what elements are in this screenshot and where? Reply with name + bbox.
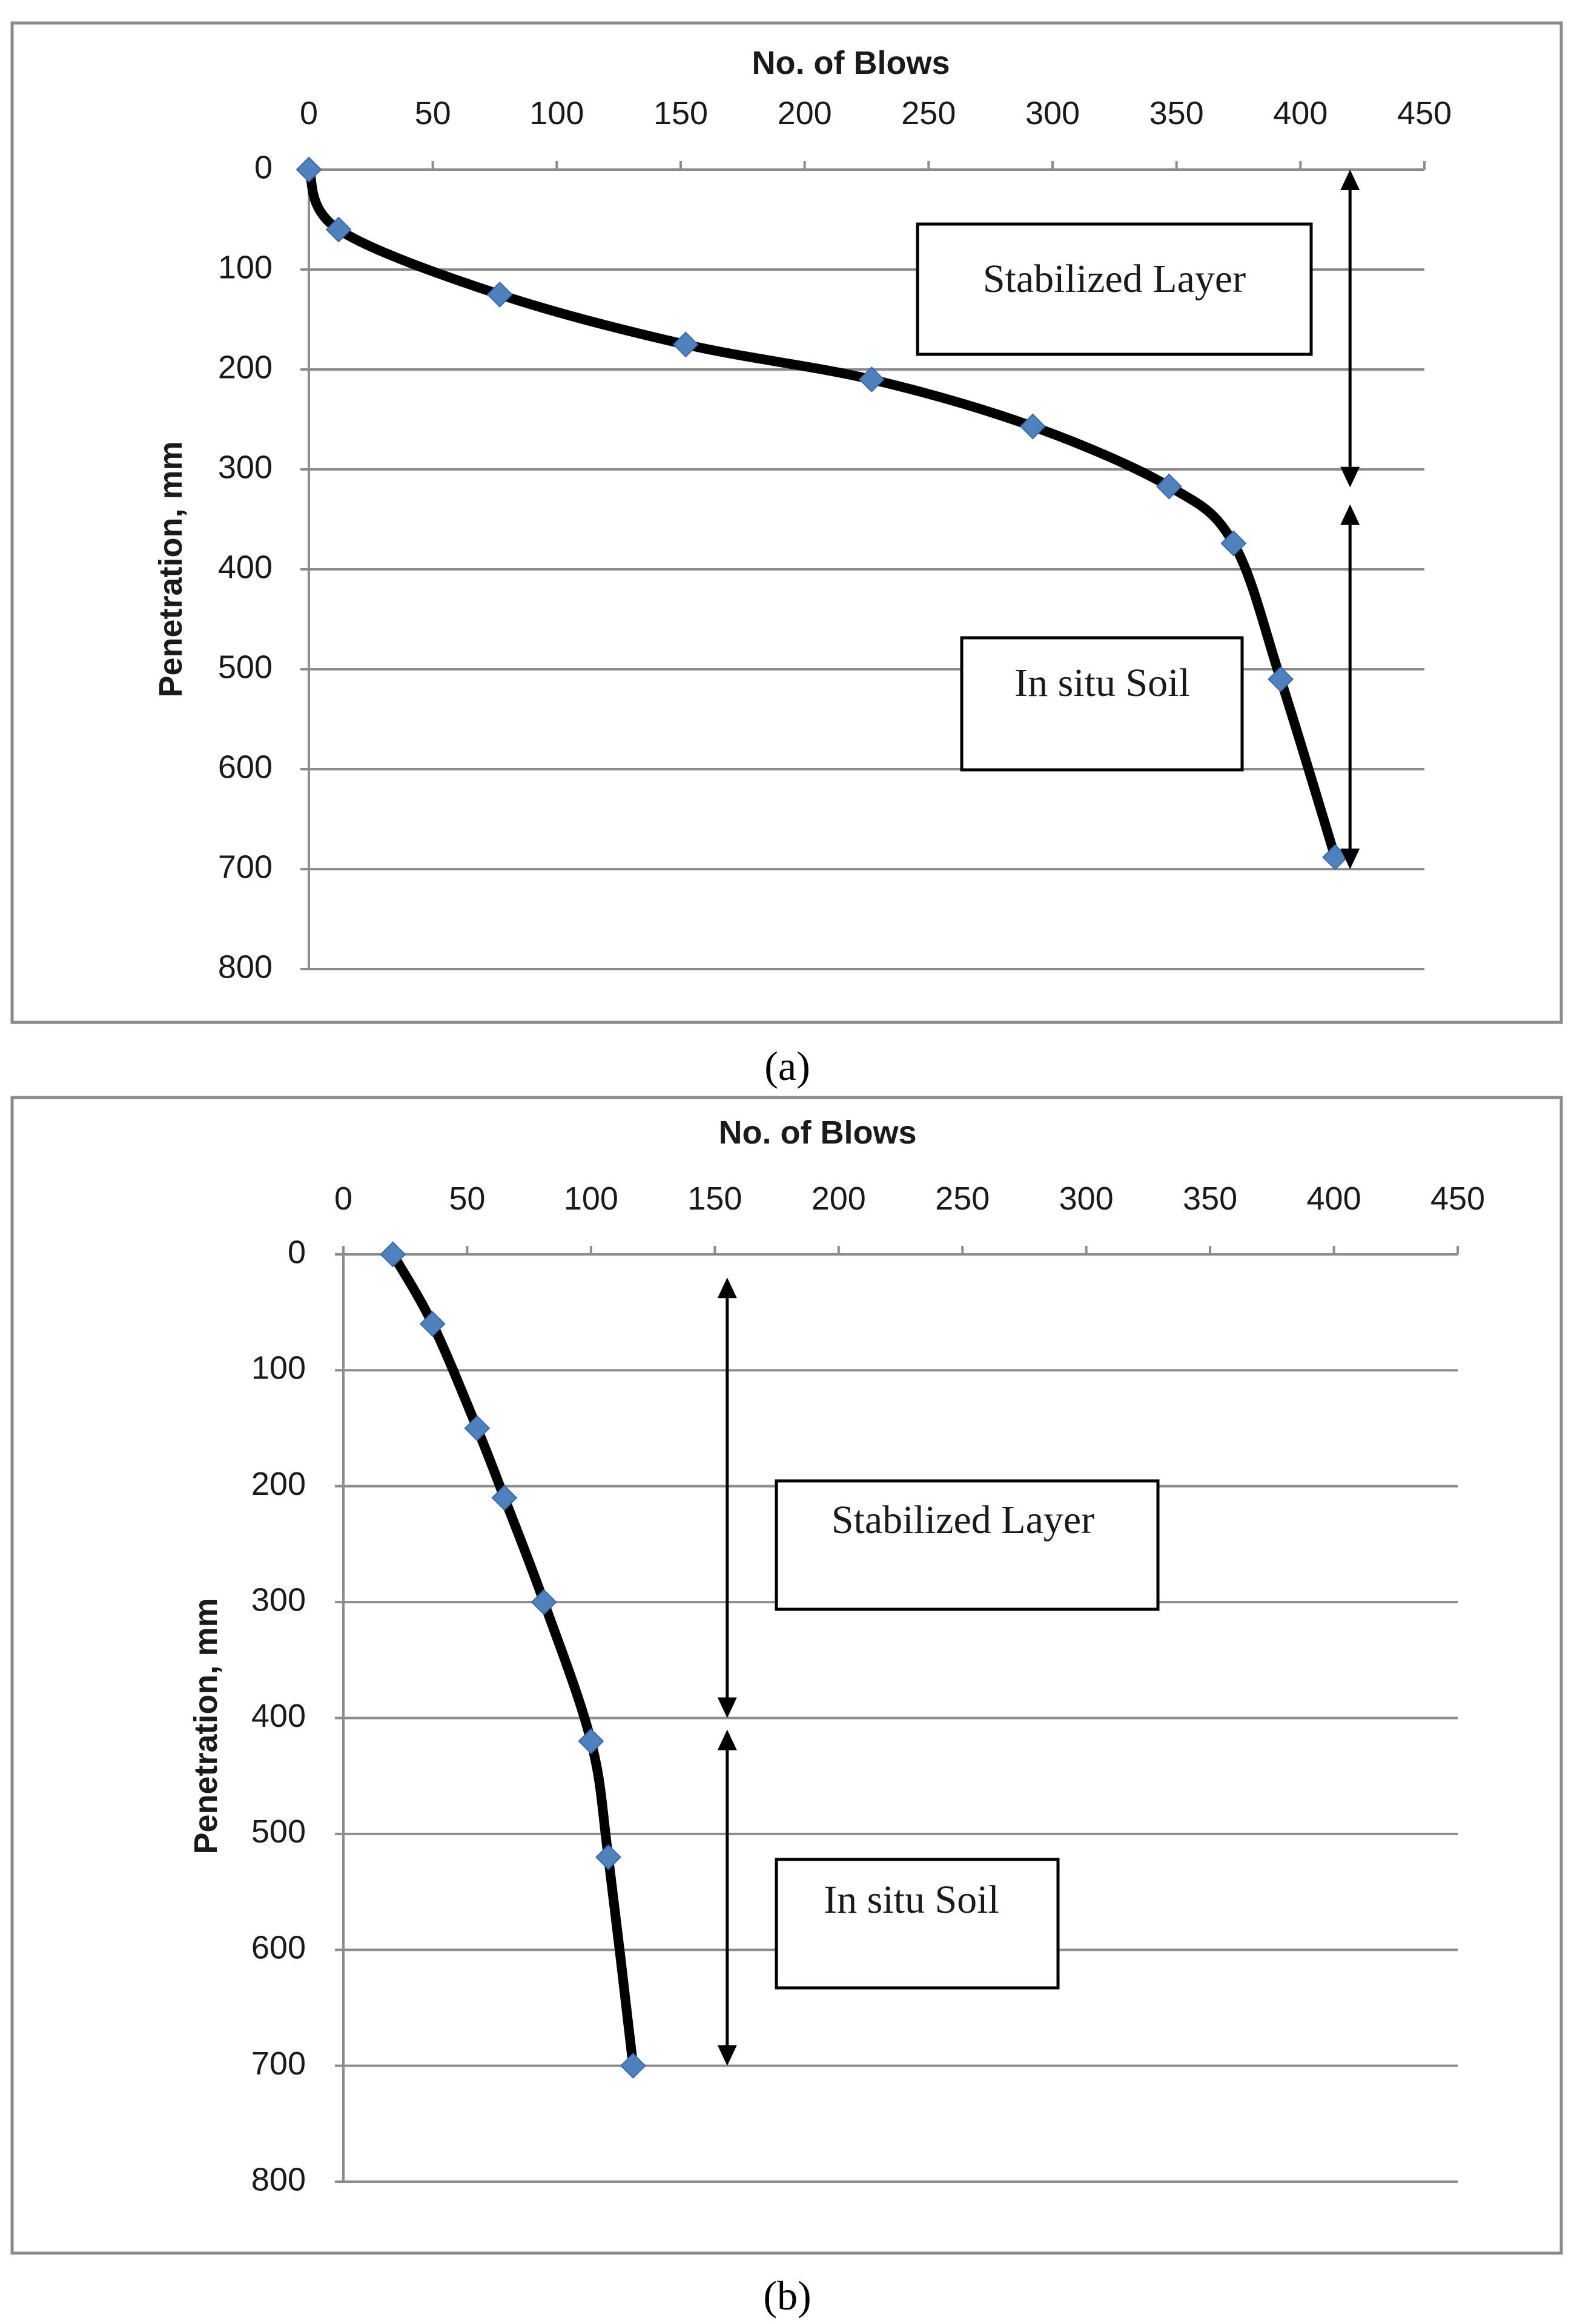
y-tick-label: 200 [251, 1466, 306, 1502]
axes-a [300, 161, 1426, 970]
annotation-box-stabilized-b [775, 1479, 1160, 1611]
x-tick-label: 250 [935, 1180, 990, 1217]
data-point-marker [464, 1415, 491, 1442]
annotation-box-insitu-a [960, 636, 1244, 772]
x-tick-label: 250 [901, 95, 956, 131]
x-tick-label: 200 [778, 95, 832, 131]
y-tick-label: 700 [218, 849, 273, 885]
annotation-label-stabilized-b: Stabilized Layer [832, 1498, 1094, 1542]
y-tick-label: 100 [218, 249, 273, 285]
chart-frame-a [10, 21, 1563, 1024]
series-a [304, 165, 1340, 862]
data-point-marker [858, 366, 885, 392]
annotation-label-insitu-b: In situ Soil [824, 1878, 999, 1922]
x-axis-title-a: No. of Blows [752, 45, 950, 81]
x-tick-label: 200 [812, 1180, 866, 1217]
data-point-marker [531, 1589, 557, 1615]
y-tick-label: 300 [251, 1581, 306, 1618]
insitu-soil-arrow-head-down [1340, 849, 1360, 869]
data-point-marker [1220, 530, 1247, 557]
annotation-box-stabilized-a [916, 222, 1313, 356]
chart-panel-a: 0 50 100 150 200 250 300 350 400 450 0 100 200 300 40… [10, 21, 1563, 1024]
y-tick-label: 600 [218, 749, 273, 785]
data-point-marker [486, 281, 513, 308]
y-tick-label: 800 [218, 948, 273, 985]
y-tick-label: 0 [288, 1234, 306, 1270]
x-tick-label: 0 [334, 1180, 352, 1217]
y-tick-label: 500 [251, 1813, 306, 1850]
stabilized-layer-arrow-head-down [1340, 466, 1360, 488]
caption-b: (b) [763, 2273, 811, 2319]
y-tick-label: 0 [254, 149, 273, 185]
data-point-marker [419, 1311, 446, 1337]
y-tick-label: 400 [251, 1698, 306, 1734]
y-tick-label: 500 [218, 649, 273, 685]
data-point-marker [1156, 473, 1182, 500]
data-point-marker [491, 1485, 518, 1511]
annotation-arrows-a [1340, 170, 1360, 869]
x-tick-label: 150 [653, 95, 708, 131]
data-point-marker [325, 216, 352, 243]
y-tick-label: 600 [251, 1930, 306, 1966]
x-tick-label: 400 [1307, 1180, 1361, 1217]
caption-a: (a) [764, 1043, 810, 1089]
annotation-arrows-b [717, 1277, 737, 2066]
x-tick-label: 450 [1430, 1180, 1485, 1217]
y-ticks-a: 0 100 200 300 400 500 600 700 800 [218, 149, 273, 985]
data-point-marker [620, 2053, 646, 2079]
x-tick-label: 350 [1183, 1180, 1237, 1217]
y-axis-title-a: Penetration, mm [153, 441, 189, 697]
x-tick-label: 100 [564, 1180, 618, 1217]
insitu-soil-arrow-head-down [717, 2045, 737, 2066]
series-line-a [304, 165, 1340, 862]
x-tick-label: 100 [529, 95, 584, 131]
x-tick-label: 50 [449, 1180, 485, 1217]
x-tick-label: 450 [1397, 95, 1452, 131]
annotations-b: Stabilized Layer In situ Soil [717, 1277, 1160, 2066]
axes-b [335, 1246, 1459, 2183]
y-tick-label: 400 [218, 549, 273, 585]
data-point-marker [296, 156, 322, 183]
y-tick-label: 700 [251, 2045, 306, 2082]
annotation-label-insitu-a: In situ Soil [1014, 661, 1190, 705]
chart-frame-b [10, 1096, 1563, 2255]
stabilized-layer-arrow-head-up [1340, 170, 1360, 190]
insitu-soil-arrow-head-up [717, 1729, 737, 1750]
x-tick-label: 400 [1273, 95, 1328, 131]
x-ticks-b: 0 50 100 150 200 250 300 350 400 450 [334, 1180, 1485, 1217]
x-tick-label: 50 [415, 95, 451, 131]
chart-panel-b: 0 50 100 150 200 250 300 350 400 450 0 100 200 300 40… [10, 1096, 1563, 2255]
x-axis-title-b: No. of Blows [719, 1114, 917, 1151]
markers-a [296, 156, 1349, 870]
x-ticks-a: 0 50 100 150 200 250 300 350 400 450 [300, 95, 1452, 131]
x-tick-label: 300 [1059, 1180, 1114, 1217]
data-point-marker [1268, 666, 1294, 692]
x-tick-label: 0 [300, 95, 318, 131]
annotation-box-insitu-b [775, 1858, 1060, 1990]
x-tick-label: 150 [687, 1180, 742, 1217]
y-ticks-b: 0 100 200 300 400 500 600 700 800 [251, 1234, 306, 2197]
stabilized-layer-arrow-head-down [717, 1697, 737, 1718]
y-tick-label: 100 [251, 1350, 306, 1386]
y-tick-label: 300 [218, 449, 273, 485]
stabilized-layer-arrow-head-up [717, 1277, 737, 1299]
annotation-label-stabilized-a: Stabilized Layer [983, 257, 1246, 301]
y-tick-label: 800 [251, 2161, 306, 2197]
x-tick-label: 300 [1025, 95, 1080, 131]
y-tick-label: 200 [218, 349, 273, 385]
data-point-marker [1019, 413, 1046, 440]
data-point-marker [672, 331, 699, 358]
y-axis-title-b: Penetration, mm [188, 1598, 224, 1854]
data-point-marker [380, 1241, 406, 1268]
data-point-marker [578, 1728, 604, 1755]
x-tick-label: 350 [1149, 95, 1204, 131]
data-point-marker [595, 1844, 621, 1870]
markers-b [380, 1241, 646, 2079]
insitu-soil-arrow-head-up [1340, 504, 1360, 525]
annotations-a: Stabilized Layer In situ Soil [916, 170, 1360, 869]
